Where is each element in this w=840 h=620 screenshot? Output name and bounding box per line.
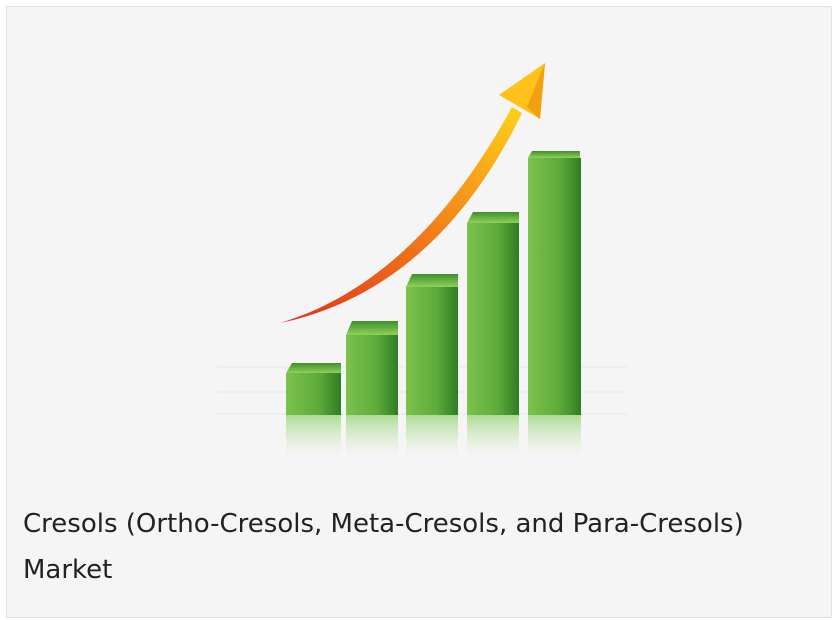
trend-arrow xyxy=(280,63,545,323)
card[interactable]: Cresols (Ortho-Cresols, Meta-Cresols, an… xyxy=(6,6,832,618)
illustration xyxy=(217,63,627,457)
card-caption[interactable]: Cresols (Ortho-Cresols, Meta-Cresols, an… xyxy=(23,509,744,585)
bars xyxy=(286,151,581,457)
